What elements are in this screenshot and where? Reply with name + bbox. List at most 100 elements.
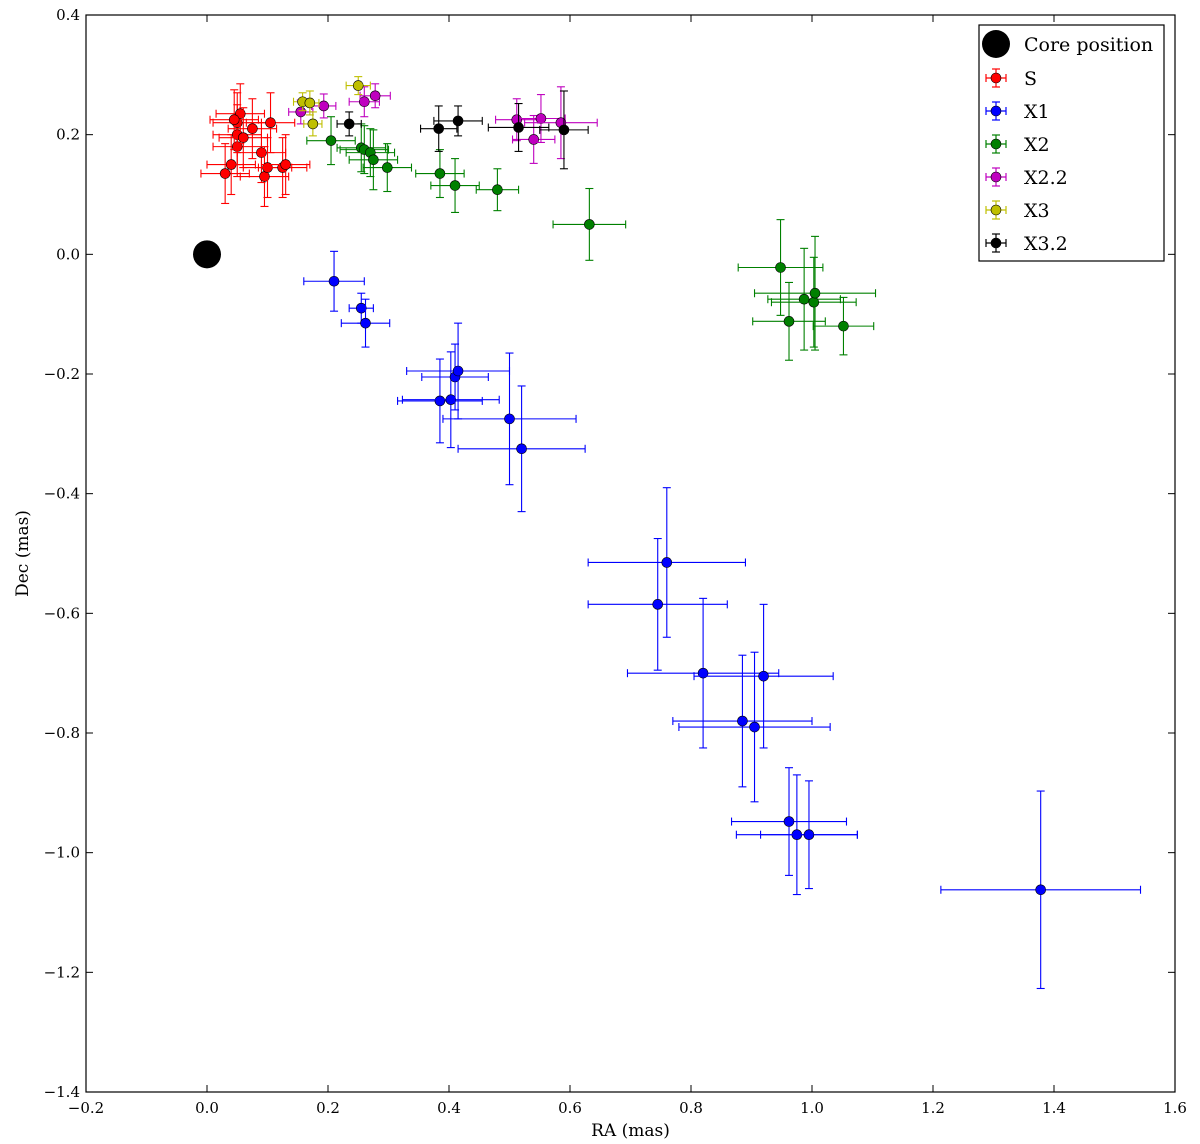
- y-tick-labels: −1.4 −1.2 −1.0 −0.8 −0.6 −0.4 −0.2 0.0 0.2 0.4: [44, 6, 80, 1101]
- marker-x1: [737, 715, 748, 727]
- marker-x2: [809, 287, 821, 299]
- core-position-marker: [193, 240, 221, 269]
- marker-x1: [452, 365, 464, 377]
- legend-marker-x2-2: [990, 171, 1002, 183]
- marker-x3: [307, 118, 319, 130]
- data-point-x2: [752, 281, 826, 361]
- marker-x2: [838, 320, 849, 332]
- legend-marker-x2: [990, 138, 1002, 150]
- data-point-x2: [306, 116, 356, 166]
- data-point-x1: [587, 537, 728, 671]
- data-point-s: [260, 134, 311, 196]
- marker-x2-2: [528, 134, 540, 145]
- marker-x2: [368, 154, 379, 166]
- marker-s: [238, 132, 249, 143]
- marker-x2: [449, 180, 461, 191]
- marker-x3-2: [343, 118, 355, 130]
- data-point-s: [206, 134, 256, 196]
- marker-x2: [783, 316, 795, 327]
- data-point-x2: [430, 158, 480, 213]
- core-marker-group: [193, 240, 221, 269]
- data-point-x1: [442, 352, 577, 486]
- data-point-x2: [552, 187, 627, 261]
- data-point-x2: [812, 296, 875, 356]
- data-point-s: [200, 143, 250, 205]
- marker-x2: [381, 162, 393, 173]
- x-tick-label: 1.6: [1163, 1099, 1187, 1117]
- marker-x1: [328, 275, 340, 287]
- legend-entry-x3-2: X3.2: [985, 233, 1068, 255]
- data-point-x1: [406, 322, 511, 420]
- marker-x1: [1035, 884, 1046, 896]
- marker-x1: [434, 395, 446, 407]
- marker-x1: [516, 443, 527, 455]
- marker-s: [265, 117, 276, 128]
- marker-x1: [360, 317, 371, 329]
- y-tick-label: −1.2: [44, 963, 80, 981]
- legend-marker-x3-2: [990, 237, 1002, 249]
- data-point-x1: [693, 603, 834, 749]
- y-tick-label: −0.2: [44, 365, 80, 383]
- data-point-x1: [348, 292, 374, 324]
- data-point-x2-2: [516, 94, 566, 143]
- marker-x1: [355, 302, 367, 314]
- data-point-x1: [672, 654, 813, 788]
- legend-core-marker: [982, 30, 1010, 58]
- marker-x3: [352, 80, 364, 91]
- marker-x3: [304, 97, 316, 109]
- series-x1: [303, 250, 1142, 990]
- x-tick-label: 1.4: [1042, 1099, 1066, 1117]
- marker-s: [280, 159, 291, 170]
- x-tick-label: 0.4: [437, 1099, 461, 1117]
- marker-x1: [783, 816, 795, 827]
- marker-x1: [661, 557, 673, 568]
- data-point-x2: [753, 235, 877, 351]
- marker-x1: [445, 394, 457, 406]
- legend-entry-x2: X2: [985, 134, 1050, 156]
- marker-s: [228, 114, 240, 126]
- data-point-s: [218, 107, 269, 169]
- marker-x2: [584, 219, 595, 230]
- legend-box: [978, 24, 1165, 262]
- legend-label-x3: X3: [1024, 200, 1050, 222]
- series-x3-2: [336, 90, 589, 170]
- legend-entry-x2-2: X2.2: [985, 167, 1068, 189]
- data-point-x1: [587, 487, 747, 638]
- data-point-x1: [340, 298, 391, 348]
- marker-x2: [325, 135, 337, 146]
- legend-entry-x3: X3: [985, 200, 1050, 222]
- data-point-x3: [303, 111, 323, 137]
- marker-x1: [652, 599, 664, 610]
- y-tick-label: −1.4: [44, 1083, 80, 1101]
- series-s: [200, 83, 311, 208]
- marker-x2-2: [318, 100, 330, 112]
- data-series: [200, 76, 1142, 990]
- data-point-x3-2: [487, 103, 550, 152]
- data-point-x2-2: [511, 114, 556, 164]
- data-point-x1: [457, 385, 586, 513]
- marker-x2: [808, 296, 820, 308]
- x-tick-label: −0.2: [68, 1099, 104, 1117]
- data-point-s: [227, 98, 278, 160]
- marker-x1: [758, 670, 769, 682]
- marker-x1: [803, 829, 815, 841]
- x-tick-label: 1.0: [800, 1099, 824, 1117]
- data-point-x3-2: [336, 111, 362, 137]
- data-point-x2-2: [359, 83, 391, 109]
- legend-marker-x3: [990, 204, 1002, 216]
- y-tick-label: −1.0: [44, 844, 80, 862]
- data-point-x2: [770, 256, 857, 348]
- marker-x2-2: [295, 106, 307, 118]
- data-point-x1: [940, 790, 1142, 990]
- data-point-x2-2: [348, 86, 380, 118]
- marker-x2: [434, 168, 446, 179]
- data-point-x3-2: [420, 105, 458, 152]
- data-point-x1: [626, 597, 780, 749]
- marker-x1: [504, 413, 515, 425]
- data-point-x1: [760, 780, 858, 890]
- y-tick-label: 0.2: [56, 126, 80, 144]
- y-tick-label: 0.0: [56, 245, 80, 263]
- marker-x2-2: [535, 113, 547, 124]
- series-x3: [292, 76, 371, 137]
